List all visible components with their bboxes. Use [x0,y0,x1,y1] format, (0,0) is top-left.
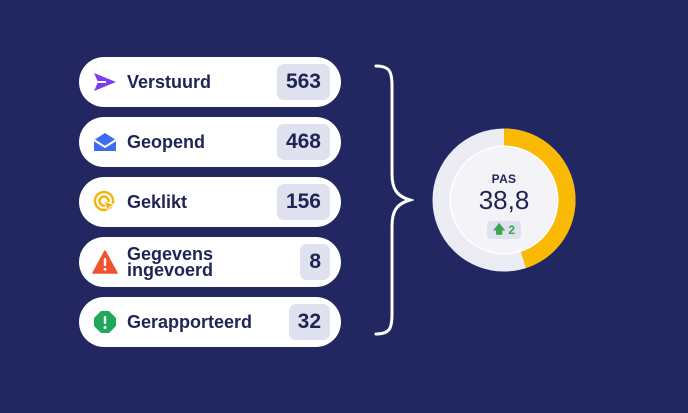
score-delta-badge: 🡅 2 [487,221,521,239]
score-center: PAS 38,8 🡅 2 [432,128,576,272]
curly-brace [374,64,414,336]
send-icon [92,69,118,95]
stat-count: 32 [288,304,330,340]
stat-card-clicked: Geklikt 156 [79,177,341,227]
score-delta-value: 2 [508,223,516,237]
score-value: 38,8 [478,185,530,215]
arrow-up-icon: 🡅 [492,221,506,236]
score-gauge: PAS 38,8 🡅 2 [432,128,576,272]
score-progress-arc [432,128,576,272]
report-shield-icon [92,309,118,335]
stat-count: 563 [276,64,330,100]
stat-count: 8 [300,244,330,280]
stat-label: Gegevens ingevoerd [127,244,214,280]
stat-card-opened: Geopend 468 [79,117,341,167]
open-envelope-icon [92,129,118,155]
stat-label: Gerapporteerd [127,312,253,332]
score-label: PAS [491,172,517,186]
stat-count: 468 [276,124,330,160]
stat-count: 156 [276,184,330,220]
stat-label: Geopend [127,132,206,152]
stat-list: Verstuurd 563 Geopend 468 Geklikt 156 [79,57,341,357]
warning-icon [92,249,118,275]
stat-label: Geklikt [127,192,188,212]
click-cursor-icon [92,189,118,215]
stat-card-reported: Gerapporteerd 32 [79,297,341,347]
score-ring [432,128,576,272]
stat-label: Verstuurd [127,72,212,92]
stat-card-sent: Verstuurd 563 [79,57,341,107]
stat-card-data-entered: Gegevens ingevoerd 8 [79,237,341,287]
